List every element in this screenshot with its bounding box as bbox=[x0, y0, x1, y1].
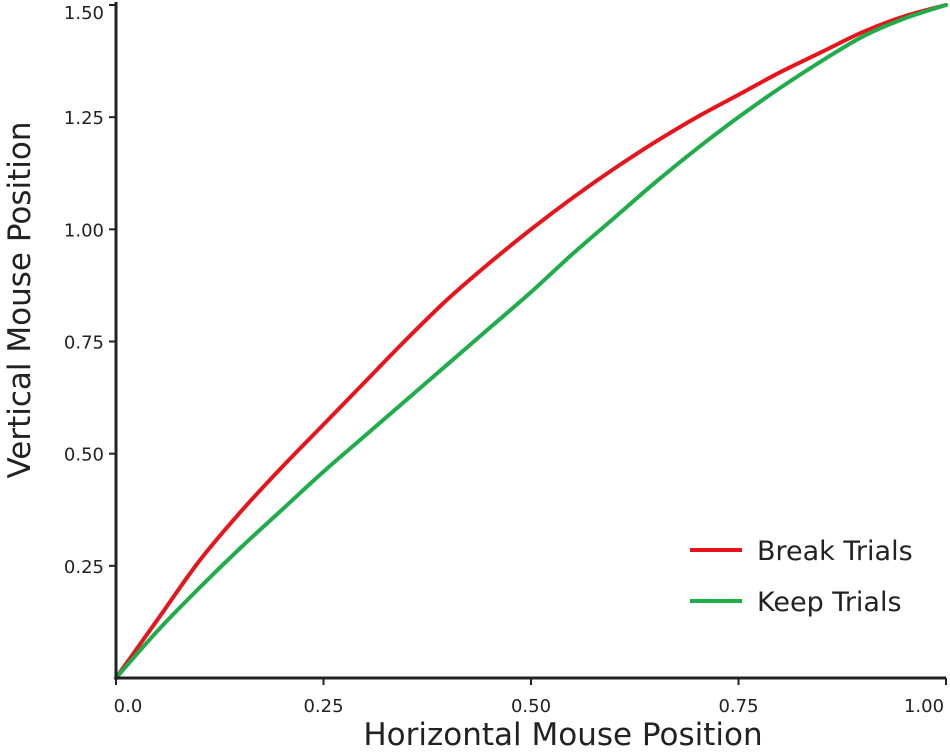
x-tick-label: 1.00 bbox=[904, 696, 944, 717]
x-tick-label: 0.25 bbox=[303, 696, 343, 717]
axes-layer bbox=[114, 2, 946, 680]
legend: Break Trials Keep Trials bbox=[690, 536, 913, 618]
y-tick-label: 1.25 bbox=[64, 108, 104, 129]
legend-label-keep-trials: Keep Trials bbox=[757, 587, 902, 618]
y-tick-label: 0.25 bbox=[64, 557, 104, 578]
x-tick-label: 0.75 bbox=[718, 696, 758, 717]
x-axis-title: Horizontal Mouse Position bbox=[363, 717, 762, 753]
series-layer bbox=[114, 3, 948, 680]
y-tick-label: 1.50 bbox=[64, 3, 104, 24]
y-tick-label: 0.75 bbox=[64, 333, 104, 354]
legend-label-break-trials: Break Trials bbox=[757, 536, 913, 567]
y-tick-label: 1.00 bbox=[64, 220, 104, 241]
ticks-layer: 0.0 0.25 0.50 0.75 1.00 0.25 0.50 0.75 1.00 1.25 1… bbox=[64, 3, 947, 717]
y-tick-label: 0.50 bbox=[64, 445, 104, 466]
series-line-keep-trials bbox=[114, 3, 948, 680]
x-tick-label: 0.0 bbox=[114, 696, 143, 717]
x-tick-label: 0.50 bbox=[511, 696, 551, 717]
y-axis-title: Vertical Mouse Position bbox=[2, 121, 38, 478]
series-line-break-trials bbox=[114, 3, 948, 680]
